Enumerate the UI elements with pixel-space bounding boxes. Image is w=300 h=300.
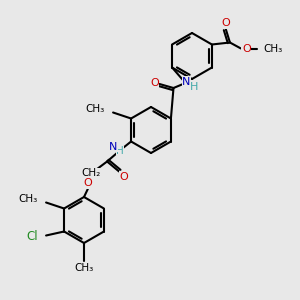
Text: H: H [116, 146, 124, 157]
Text: CH₃: CH₃ [86, 104, 105, 115]
Text: Cl: Cl [26, 230, 38, 243]
Text: CH₃: CH₃ [19, 194, 38, 205]
Text: O: O [150, 78, 159, 88]
Text: N: N [182, 77, 191, 87]
Text: O: O [83, 178, 92, 188]
Text: O: O [242, 44, 251, 55]
Text: O: O [221, 19, 230, 28]
Text: H: H [190, 82, 199, 92]
Text: CH₃: CH₃ [263, 44, 282, 53]
Text: N: N [109, 142, 117, 152]
Text: CH₂: CH₂ [82, 169, 101, 178]
Text: CH₃: CH₃ [74, 263, 94, 273]
Text: O: O [120, 172, 128, 182]
